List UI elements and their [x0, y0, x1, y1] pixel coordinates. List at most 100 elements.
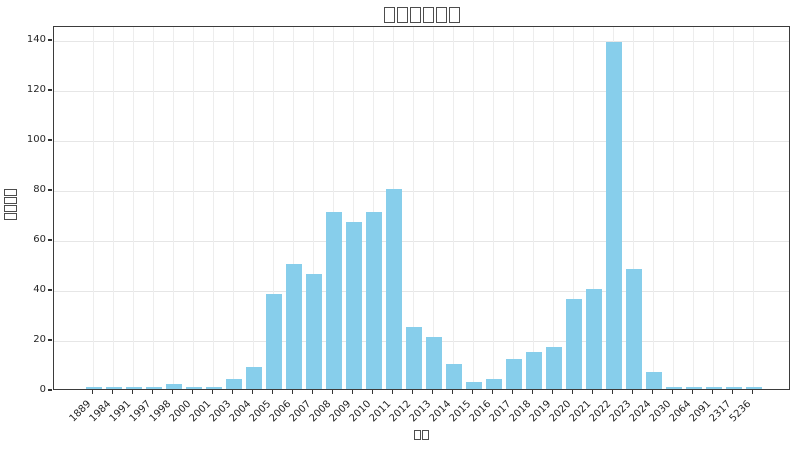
y-tick-mark: [48, 39, 52, 41]
x-tick-label: 2007: [287, 398, 314, 425]
gridline-vertical: [653, 27, 655, 389]
gridline-horizontal: [54, 140, 789, 142]
x-tick-label: 2023: [607, 398, 634, 425]
x-tick-mark: [251, 390, 254, 394]
x-tick-mark: [131, 390, 134, 394]
gridline-vertical: [693, 27, 695, 389]
bar: [485, 379, 502, 389]
gridline-vertical: [93, 27, 95, 389]
gridline-vertical: [593, 27, 595, 389]
missing-glyph-box: [409, 7, 421, 23]
bar: [645, 371, 662, 389]
bar: [145, 386, 162, 389]
x-tick-label: 2024: [627, 398, 654, 425]
x-tick-label: 2064: [667, 398, 694, 425]
x-tick-mark: [431, 390, 434, 394]
bar: [705, 386, 722, 389]
x-tick-mark: [651, 390, 654, 394]
x-tick-mark: [411, 390, 414, 394]
gridline-vertical: [113, 27, 115, 389]
missing-glyph-box: [4, 213, 17, 220]
gridline-vertical: [473, 27, 475, 389]
y-tick-label: 60: [33, 234, 46, 245]
gridline-horizontal: [54, 190, 789, 192]
bar: [245, 366, 262, 389]
x-tick-mark: [511, 390, 514, 394]
x-tick-label: 2006: [267, 398, 294, 425]
missing-glyph-box: [4, 189, 17, 196]
x-tick-label: 2012: [387, 398, 414, 425]
gridline-vertical: [213, 27, 215, 389]
x-tick-label: 2010: [347, 398, 374, 425]
missing-glyph-box: [4, 197, 17, 204]
x-tick-label: 2004: [227, 398, 254, 425]
plot-area: [53, 26, 790, 390]
y-tick-mark: [48, 339, 52, 341]
gridline-vertical: [293, 27, 295, 389]
x-tick-mark: [311, 390, 314, 394]
y-tick-mark: [48, 89, 52, 91]
bar: [505, 359, 522, 389]
x-tick-mark: [691, 390, 694, 394]
y-tick-label: 40: [33, 284, 46, 295]
x-tick-mark: [151, 390, 154, 394]
x-tick-label: 2009: [327, 398, 354, 425]
y-tick-label: 20: [33, 334, 46, 345]
x-tick-label: 2030: [647, 398, 674, 425]
gridline-vertical: [173, 27, 175, 389]
x-tick-label: 2317: [707, 398, 734, 425]
bar: [125, 386, 142, 389]
x-tick-mark: [191, 390, 194, 394]
bar: [85, 386, 102, 389]
x-tick-mark: [611, 390, 614, 394]
gridline-vertical: [273, 27, 275, 389]
gridline-vertical: [553, 27, 555, 389]
missing-glyph-box: [383, 7, 395, 23]
gridline-vertical: [373, 27, 375, 389]
gridline-vertical: [333, 27, 335, 389]
y-tick-label: 80: [33, 184, 46, 195]
bar: [345, 221, 362, 389]
bar: [225, 379, 242, 389]
x-tick-label: 2005: [247, 398, 274, 425]
x-tick-label: 2011: [367, 398, 394, 425]
x-tick-mark: [571, 390, 574, 394]
x-tick-mark: [271, 390, 274, 394]
bar: [445, 364, 462, 389]
gridline-vertical: [493, 27, 495, 389]
x-tick-mark: [451, 390, 454, 394]
gridline-horizontal: [54, 90, 789, 92]
y-tick-mark: [48, 289, 52, 291]
x-tick-label: 2018: [507, 398, 534, 425]
gridline-vertical: [733, 27, 735, 389]
x-tick-label: 2013: [407, 398, 434, 425]
y-tick-mark: [48, 139, 52, 141]
x-tick-mark: [711, 390, 714, 394]
bar: [285, 264, 302, 389]
gridline-vertical: [193, 27, 195, 389]
y-tick-mark: [48, 189, 52, 191]
gridline-vertical: [313, 27, 315, 389]
bar: [605, 41, 622, 389]
x-tick-label: 1984: [87, 398, 114, 425]
bar: [265, 294, 282, 389]
bar: [585, 289, 602, 389]
gridline-vertical: [753, 27, 755, 389]
x-tick-mark: [211, 390, 214, 394]
gridline-vertical: [533, 27, 535, 389]
bar: [465, 381, 482, 389]
gridline-horizontal: [54, 40, 789, 42]
x-tick-label: 2001: [187, 398, 214, 425]
bar: [665, 386, 682, 389]
x-tick-label: 2021: [567, 398, 594, 425]
x-tick-label: 2014: [427, 398, 454, 425]
x-tick-mark: [631, 390, 634, 394]
bar: [325, 211, 342, 389]
x-tick-mark: [671, 390, 674, 394]
gridline-vertical: [433, 27, 435, 389]
x-tick-mark: [531, 390, 534, 394]
missing-glyph-box: [414, 430, 421, 440]
x-tick-mark: [751, 390, 754, 394]
gridline-vertical: [713, 27, 715, 389]
gridline-horizontal: [54, 290, 789, 292]
